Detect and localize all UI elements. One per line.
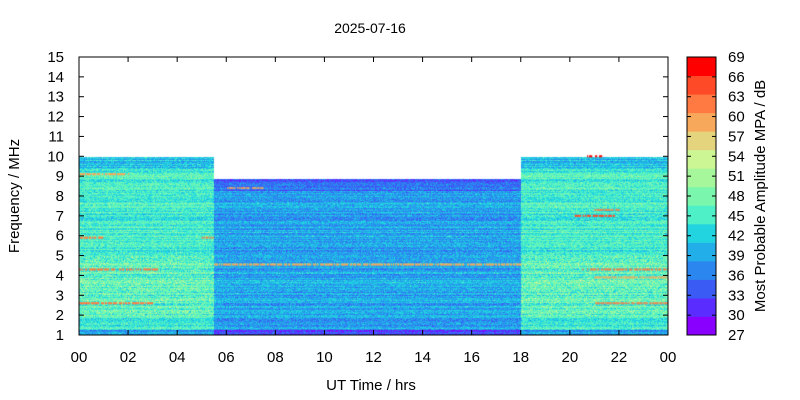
plot-frame: [78, 56, 669, 336]
x-tick-label: 02: [120, 349, 137, 366]
y-tick-label: 5: [56, 248, 64, 265]
y-tick-label: 9: [56, 168, 64, 185]
colorbar-segment: [687, 168, 716, 188]
colorbar-label: Most Probable Amplitude MPA / dB: [752, 80, 769, 312]
colorbar: 27 30 33 36 39 42 45 48 51 54 57 60 63 66 69: [686, 49, 745, 344]
x-axis-label: UT Time / hrs: [326, 377, 416, 394]
y-tick-label: 10: [47, 148, 64, 165]
spectrogram-plot: [79, 57, 668, 335]
colorbar-segment: [687, 279, 716, 299]
colorbar-tick-label: 69: [728, 49, 745, 66]
colorbar-tick-label: 51: [728, 168, 745, 185]
y-tick-label: 11: [48, 128, 64, 145]
colorbar-tick-label: 57: [728, 128, 745, 145]
x-tick-label: 00: [71, 349, 88, 366]
y-tick-label: 12: [47, 109, 64, 126]
colorbar-segment: [687, 260, 716, 280]
colorbar-tick-label: 63: [728, 89, 745, 106]
y-tick-label: 8: [56, 188, 64, 205]
colorbar-segment: [687, 112, 716, 132]
colorbar-tick-label: 42: [728, 228, 745, 245]
x-tick-label: 10: [316, 349, 333, 366]
colorbar-tick-label: 30: [728, 307, 745, 324]
colorbar-tick-label: 48: [728, 188, 745, 205]
y-tick-label: 2: [56, 307, 64, 324]
colorbar-segment: [687, 75, 716, 95]
x-tick-label: 08: [267, 349, 284, 366]
y-tick-label: 13: [47, 89, 64, 106]
y-axis-label: Frequency / MHz: [6, 139, 23, 253]
colorbar-segment: [687, 186, 716, 206]
colorbar-tick-label: 33: [728, 287, 745, 304]
colorbar-tick-label: 39: [728, 248, 745, 265]
colorbar-segment: [687, 149, 716, 169]
x-tick-label: 06: [218, 349, 235, 366]
x-axis-ticks: 00 02 04 06 08 10 12 14 16 18 20 22 00: [71, 57, 677, 366]
colorbar-tick-label: 60: [728, 109, 745, 126]
x-tick-label: 20: [561, 349, 578, 366]
colorbar-segment: [687, 297, 716, 317]
colorbar-tick-label: 36: [728, 267, 745, 284]
y-tick-label: 3: [56, 287, 64, 304]
colorbar-segment: [687, 57, 716, 77]
x-tick-label: 18: [512, 349, 529, 366]
x-tick-label: 04: [169, 349, 186, 366]
y-tick-label: 6: [56, 228, 64, 245]
y-tick-label: 1: [56, 327, 64, 344]
y-tick-label: 4: [56, 267, 64, 284]
colorbar-tick-label: 45: [728, 208, 745, 225]
colorbar-tick-label: 66: [728, 69, 745, 86]
y-tick-label: 14: [47, 69, 64, 86]
chart-title: 2025-07-16: [334, 20, 406, 36]
colorbar-segment: [687, 316, 716, 336]
x-tick-label: 16: [463, 349, 480, 366]
y-tick-label: 7: [56, 208, 64, 225]
colorbar-segment: [687, 94, 716, 114]
x-tick-label: 00: [660, 349, 677, 366]
colorbar-tick-label: 54: [728, 148, 745, 165]
colorbar-segment: [687, 205, 716, 225]
x-tick-label: 22: [611, 349, 628, 366]
colorbar-segment: [687, 131, 716, 151]
colorbar-tick-label: 27: [728, 327, 745, 344]
y-tick-label: 15: [47, 49, 64, 66]
x-tick-label: 14: [414, 349, 431, 366]
colorbar-segment: [687, 223, 716, 243]
colorbar-segment: [687, 242, 716, 262]
x-tick-label: 12: [365, 349, 382, 366]
